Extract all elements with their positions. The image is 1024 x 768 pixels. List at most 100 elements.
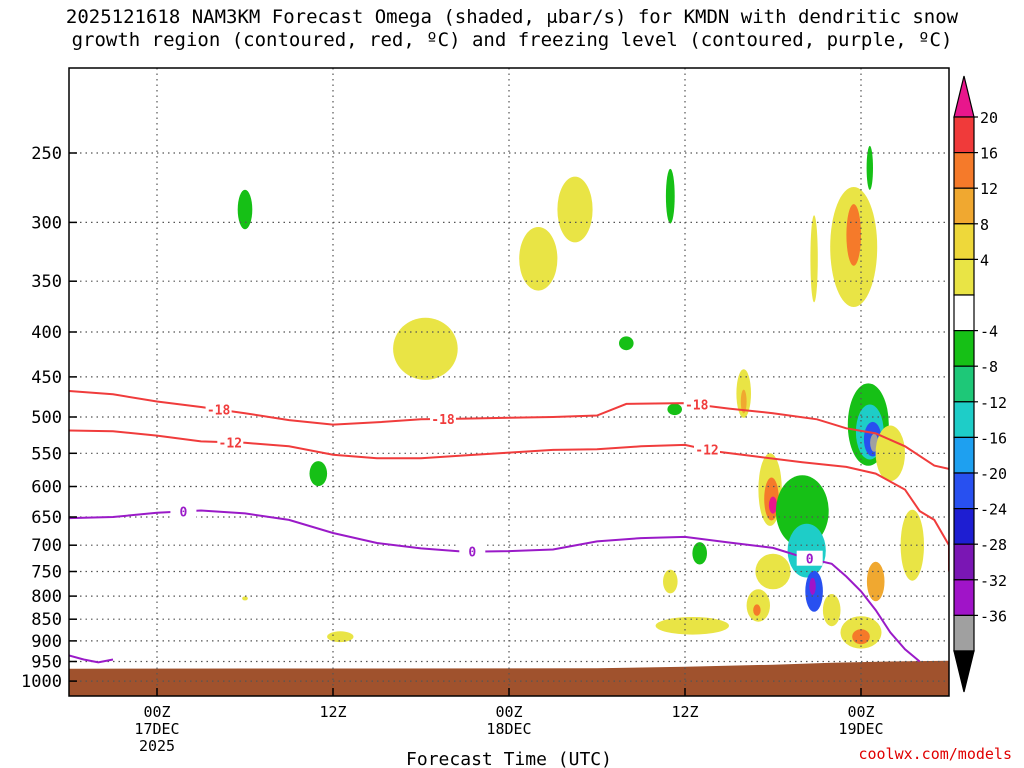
colorbar-box bbox=[953, 258, 975, 296]
colorbar-label: -4 bbox=[980, 323, 998, 341]
colorbar-box bbox=[953, 401, 975, 438]
colorbar-label: -36 bbox=[980, 607, 1007, 625]
omega-blob bbox=[740, 389, 747, 414]
omega-blob bbox=[327, 631, 354, 643]
x-tick-label: 00Z bbox=[143, 703, 170, 721]
colorbar-label: 8 bbox=[980, 216, 989, 234]
omega-blob bbox=[393, 317, 458, 380]
omega-blob bbox=[692, 542, 707, 565]
contour-line bbox=[69, 429, 949, 572]
x-tick-label: 19DEC bbox=[838, 720, 883, 738]
contour-label-bg bbox=[796, 550, 823, 566]
contour-label: 0 bbox=[468, 546, 476, 561]
omega-blob bbox=[852, 629, 870, 645]
omega-blob bbox=[810, 215, 818, 303]
contour-label-bg bbox=[459, 543, 486, 559]
contour-label-bg bbox=[170, 503, 197, 519]
omega-blob bbox=[809, 577, 816, 595]
y-tick-label: 1000 bbox=[21, 672, 62, 692]
colorbar-label: 12 bbox=[980, 180, 998, 198]
contour-line bbox=[69, 509, 921, 663]
colorbar-box bbox=[953, 614, 975, 652]
y-tick-label: 750 bbox=[31, 563, 62, 583]
y-tick-label: 900 bbox=[31, 632, 62, 652]
chart-title-line-1: 2025121618 NAM3KM Forecast Omega (shaded… bbox=[65, 6, 959, 28]
colorbar-label: -28 bbox=[980, 536, 1007, 554]
colorbar-box bbox=[953, 365, 975, 403]
omega-blob bbox=[557, 176, 593, 243]
colorbar-box bbox=[953, 187, 975, 225]
y-tick-label: 500 bbox=[31, 408, 62, 428]
omega-blob bbox=[655, 617, 729, 635]
y-tick-label: 950 bbox=[31, 653, 62, 673]
chart-title-line-2: growth region (contoured, red, ºC) and f… bbox=[71, 29, 953, 51]
y-tick-label: 650 bbox=[31, 508, 62, 528]
omega-shading bbox=[237, 145, 924, 649]
chart-title: 2025121618 NAM3KM Forecast Omega (shaded… bbox=[0, 6, 1024, 52]
y-tick-label: 400 bbox=[31, 323, 62, 343]
contour-label-bg bbox=[694, 441, 720, 457]
colorbar-label: -12 bbox=[980, 394, 1007, 412]
x-tick-label: 00Z bbox=[847, 703, 874, 721]
colorbar-box bbox=[953, 223, 975, 261]
omega-blob bbox=[900, 509, 924, 581]
colorbar-box bbox=[953, 294, 975, 332]
colorbar-label: -20 bbox=[980, 465, 1007, 483]
omega-blob bbox=[242, 596, 248, 601]
omega-blob bbox=[787, 523, 826, 578]
contour-label-bg bbox=[217, 434, 244, 450]
colorbar-label: -24 bbox=[980, 501, 1007, 519]
contour-line bbox=[69, 390, 949, 470]
ground-layer bbox=[69, 660, 949, 696]
credit-text: coolwx.com/models bbox=[858, 745, 1012, 763]
omega-blob bbox=[309, 461, 328, 487]
contour-label-bg bbox=[205, 401, 232, 417]
colorbar-box bbox=[953, 152, 975, 189]
x-axis-label: Forecast Time (UTC) bbox=[406, 749, 612, 768]
colorbar-label: -8 bbox=[980, 358, 998, 376]
omega-blob bbox=[665, 168, 675, 224]
x-tick-label: 00Z bbox=[495, 703, 522, 721]
colorbar: 20 16 12 8 4 -4 -8 -12 -16 -20 -24 -28 -32 -36 bbox=[953, 75, 1007, 693]
y-tick-label: 850 bbox=[31, 610, 62, 630]
omega-blob bbox=[753, 604, 761, 616]
omega-blob bbox=[846, 204, 861, 266]
omega-blob bbox=[663, 569, 678, 594]
omega-blob bbox=[237, 189, 253, 230]
omega-blob bbox=[822, 594, 841, 627]
omega-blob bbox=[866, 561, 885, 602]
y-axis: 2503003504004505005506006507007508008509… bbox=[21, 144, 77, 692]
contour-label: -18 bbox=[685, 399, 709, 414]
omega-blob bbox=[619, 336, 634, 351]
x-tick-label: 12Z bbox=[671, 703, 698, 721]
y-tick-label: 600 bbox=[31, 478, 62, 498]
ground-surface bbox=[69, 660, 949, 696]
contour-label: -12 bbox=[695, 444, 718, 459]
x-tick-label: 18DEC bbox=[486, 720, 531, 738]
y-tick-label: 350 bbox=[31, 272, 62, 292]
x-tick-label: 2025 bbox=[139, 737, 175, 755]
omega-blob bbox=[667, 403, 682, 416]
colorbar-box bbox=[953, 508, 975, 545]
y-tick-label: 700 bbox=[31, 536, 62, 556]
y-tick-label: 300 bbox=[31, 213, 62, 233]
colorbar-box bbox=[953, 116, 975, 154]
y-tick-label: 250 bbox=[31, 144, 62, 164]
colorbar-label: 20 bbox=[980, 109, 998, 127]
colorbar-box bbox=[953, 472, 975, 510]
colorbar-top-triangle bbox=[953, 75, 975, 118]
colorbar-label: -32 bbox=[980, 572, 1007, 590]
omega-blob bbox=[768, 496, 778, 514]
x-tick-label: 12Z bbox=[319, 703, 346, 721]
contour-line bbox=[69, 654, 114, 664]
y-tick-label: 550 bbox=[31, 444, 62, 464]
omega-blob bbox=[866, 145, 873, 190]
contour-label-bg bbox=[430, 410, 456, 426]
contour-label: -18 bbox=[207, 404, 231, 419]
y-tick-label: 800 bbox=[31, 587, 62, 607]
contour-label: -18 bbox=[431, 413, 455, 428]
colorbar-label: 16 bbox=[980, 145, 998, 163]
colorbar-box bbox=[953, 543, 975, 581]
